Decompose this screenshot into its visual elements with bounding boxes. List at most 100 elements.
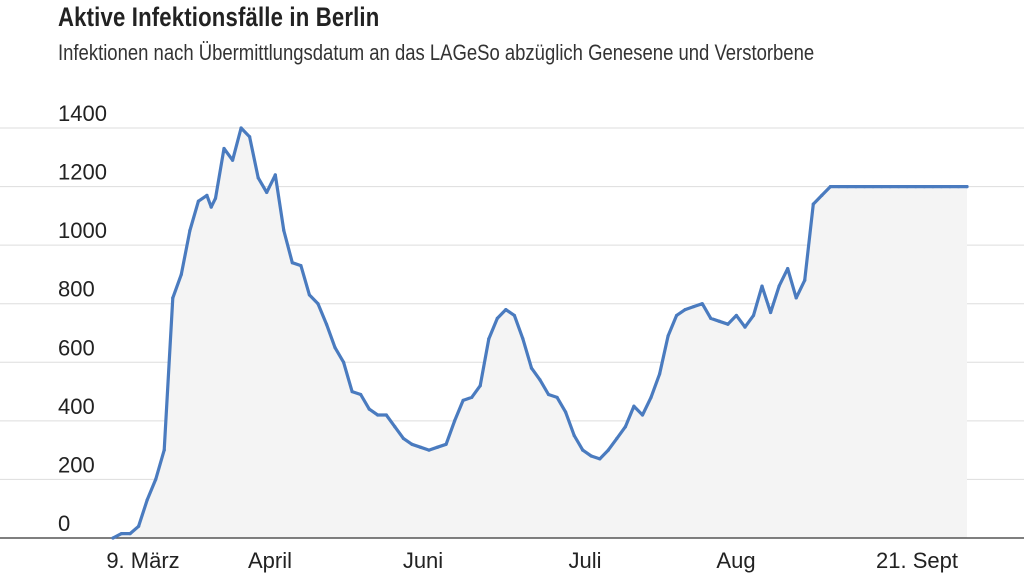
data-point (632, 404, 636, 408)
data-point (854, 184, 858, 189)
data-point (350, 389, 354, 394)
data-point (435, 445, 440, 449)
data-point (939, 184, 943, 189)
data-point (845, 184, 850, 189)
x-tick-label: April (248, 548, 292, 573)
data-point (239, 126, 243, 130)
data-point (427, 448, 431, 452)
data-point (700, 302, 704, 306)
data-point (905, 184, 909, 189)
data-point (461, 398, 465, 402)
data-point (111, 536, 115, 540)
data-point (162, 448, 166, 452)
x-tick-label: Juni (403, 548, 443, 573)
data-point (307, 293, 312, 297)
data-point (683, 307, 687, 312)
data-point (504, 307, 508, 312)
data-point (640, 413, 645, 417)
data-point (367, 407, 371, 411)
data-point (222, 146, 226, 151)
data-point (820, 193, 824, 197)
data-point (512, 313, 516, 318)
data-point (615, 436, 619, 441)
data-point (768, 310, 773, 315)
data-point (205, 193, 209, 197)
data-point (589, 454, 593, 458)
data-point (965, 184, 969, 189)
data-point (248, 135, 252, 139)
data-point (598, 457, 602, 461)
x-tick-label: 21. Sept (876, 548, 958, 573)
data-point (760, 284, 764, 288)
data-point (786, 266, 790, 271)
x-tick-label: Juli (568, 548, 601, 573)
data-point (862, 184, 867, 189)
data-point (401, 436, 405, 441)
y-tick-label: 400 (58, 394, 95, 419)
data-point (555, 395, 559, 400)
data-point (777, 284, 781, 288)
data-point (948, 184, 952, 189)
data-point (470, 395, 474, 400)
data-point (196, 199, 200, 203)
data-point (521, 337, 525, 341)
data-point (341, 360, 346, 364)
data-point (666, 334, 670, 338)
data-point (581, 448, 585, 452)
data-point (897, 184, 901, 189)
data-point (623, 425, 628, 429)
data-point (606, 448, 610, 452)
x-axis-ticks: 9. März April Juni Juli Aug 21. Sept (106, 548, 958, 573)
data-point (649, 395, 653, 400)
data-point (119, 532, 124, 536)
data-point (495, 316, 499, 320)
data-point (717, 319, 721, 323)
data-point (572, 433, 576, 438)
data-point (564, 410, 568, 414)
y-tick-label: 600 (58, 335, 95, 360)
data-point (359, 392, 363, 397)
data-point (880, 184, 884, 189)
data-point (675, 313, 679, 318)
data-point (137, 524, 141, 528)
data-point (692, 305, 696, 309)
data-point (734, 313, 739, 318)
data-point (128, 532, 132, 536)
x-tick-label: 9. März (106, 548, 179, 573)
data-point (376, 413, 380, 417)
data-point (256, 176, 260, 180)
data-point (888, 184, 892, 189)
data-point (931, 184, 935, 189)
data-point (837, 184, 841, 189)
y-tick-label: 1200 (58, 160, 107, 185)
data-point (794, 296, 798, 300)
data-point (657, 372, 662, 376)
data-point (171, 296, 175, 300)
data-point (179, 272, 183, 277)
y-tick-label: 1000 (58, 218, 107, 243)
y-tick-label: 0 (58, 511, 70, 536)
data-point (478, 384, 482, 388)
data-point (444, 442, 448, 446)
y-axis-ticks: 0 200 400 600 800 1000 1200 1400 (58, 101, 107, 536)
data-point (213, 196, 218, 200)
data-point (188, 228, 192, 233)
data-point (273, 173, 277, 177)
data-point (209, 205, 213, 209)
area-fill (113, 128, 967, 538)
data-point (922, 184, 926, 189)
data-point (230, 158, 235, 162)
data-point (828, 184, 832, 189)
data-point (743, 325, 747, 329)
data-point (393, 425, 397, 429)
data-point (299, 264, 303, 268)
data-point (709, 316, 713, 320)
data-point (914, 184, 918, 189)
data-point (265, 190, 269, 195)
data-point (871, 184, 875, 189)
chart-subtitle: Infektionen nach Übermittlungsdatum an d… (58, 40, 815, 65)
data-point (324, 322, 329, 326)
data-point (529, 366, 534, 370)
y-tick-label: 200 (58, 452, 95, 477)
